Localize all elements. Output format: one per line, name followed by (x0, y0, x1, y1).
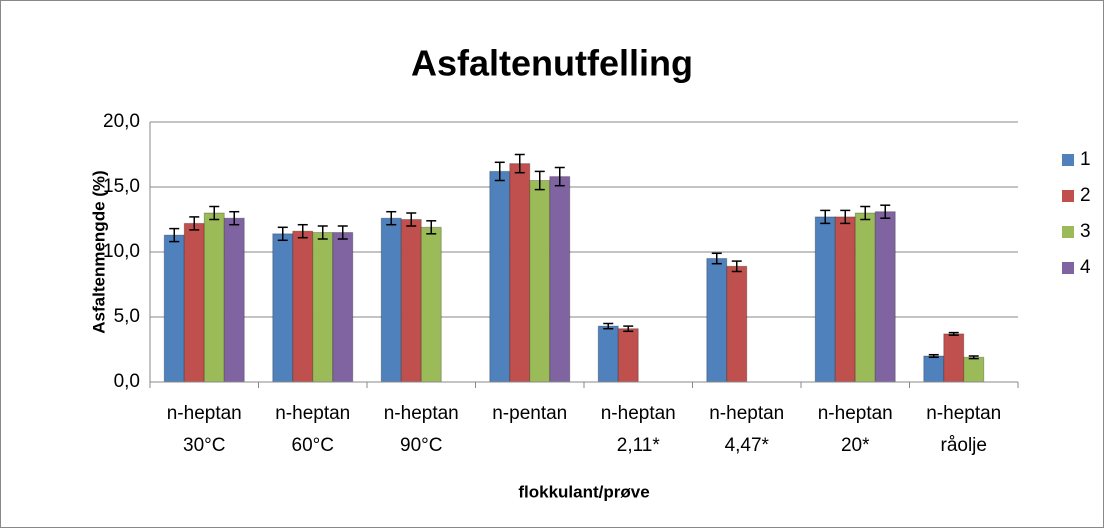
x-tick-label: n-heptan 20* (817, 403, 893, 456)
y-tick-label: 15,0 (103, 176, 140, 197)
x-tick-label-box: n-heptan råolje (926, 403, 1002, 456)
y-axis-label: Asfaltenmengde (%) (89, 170, 108, 333)
legend-swatch (1062, 226, 1074, 238)
x-tick-label: n-heptan 30°C (166, 403, 242, 456)
legend-label: 3 (1080, 221, 1091, 242)
legend-label: 1 (1080, 149, 1091, 170)
error-bar (514, 153, 525, 174)
error-bar (820, 209, 831, 225)
error-bar (840, 209, 851, 225)
error-bar (209, 205, 220, 221)
legend-swatch (1062, 262, 1074, 274)
error-bar (317, 225, 328, 240)
x-tick-label-box: n-heptan 30°C (166, 403, 242, 456)
bar (874, 211, 896, 383)
bar (597, 325, 619, 383)
y-tick-label: 20,0 (103, 111, 140, 132)
bar (963, 356, 985, 383)
x-tick-label-box: n-heptan 90°C (383, 403, 459, 456)
error-bar (534, 170, 545, 191)
error-bar (928, 353, 939, 359)
x-tick-label: n-heptan 4,47* (709, 403, 785, 456)
error-bar (229, 210, 240, 226)
bar (706, 258, 728, 383)
bar (509, 163, 531, 383)
error-bar (880, 204, 891, 219)
x-tick-label: n-heptan 60°C (275, 403, 351, 456)
bar (163, 234, 185, 383)
bar (549, 176, 571, 383)
x-tick-label-box: n-heptan 4,47* (709, 403, 785, 456)
error-bar (711, 252, 722, 265)
bar (617, 328, 639, 383)
error-bar (554, 166, 565, 187)
bar (814, 216, 836, 383)
bar (312, 232, 334, 383)
bar (223, 217, 245, 383)
bar (203, 212, 225, 383)
x-tick-label-box: n-heptan 20* (817, 403, 893, 456)
bar (923, 355, 945, 383)
bar (400, 219, 422, 383)
bar (834, 216, 856, 383)
bar (272, 233, 294, 383)
y-tick-label: 5,0 (114, 306, 140, 327)
x-tick-label-box: n-heptan 2,11* (600, 403, 676, 456)
bar (489, 170, 511, 383)
y-tick-label: 10,0 (103, 241, 140, 262)
error-bar (860, 205, 871, 221)
x-tick-label-box: n-heptan 60°C (275, 403, 351, 456)
bar (332, 232, 354, 383)
chart-title: Asfaltenutfelling (411, 43, 693, 84)
error-bar (603, 322, 614, 330)
error-bar (337, 225, 348, 240)
error-bar (494, 161, 505, 182)
legend-swatch (1062, 190, 1074, 202)
bar (726, 265, 748, 383)
bar (529, 180, 551, 383)
x-tick-label: n-heptan 90°C (383, 403, 459, 456)
error-bar (386, 210, 397, 226)
legend-swatch (1062, 154, 1074, 166)
error-bar (277, 226, 288, 242)
error-bar (426, 220, 437, 235)
legend-label: 4 (1080, 257, 1091, 278)
y-tick-label: 0,0 (114, 371, 140, 392)
error-bar (968, 355, 979, 360)
x-tick-label-box: n-pentan (492, 403, 568, 424)
error-bar (623, 325, 634, 333)
bar (943, 333, 965, 383)
error-bar (731, 260, 742, 273)
error-bar (297, 223, 308, 239)
x-tick-label: n-pentan (492, 403, 568, 424)
bar (183, 222, 205, 383)
bar (380, 217, 402, 383)
x-tick-label: n-heptan råolje (926, 403, 1002, 456)
error-bar (169, 227, 180, 243)
bar (854, 212, 876, 383)
bar (420, 226, 442, 383)
bar (292, 230, 314, 383)
error-bar (189, 216, 200, 231)
legend-label: 2 (1080, 185, 1091, 206)
x-axis-label: flokkulant/prøve (518, 482, 649, 501)
error-bar (948, 331, 959, 336)
x-tick-label: n-heptan 2,11* (600, 403, 676, 456)
error-bar (406, 212, 417, 227)
